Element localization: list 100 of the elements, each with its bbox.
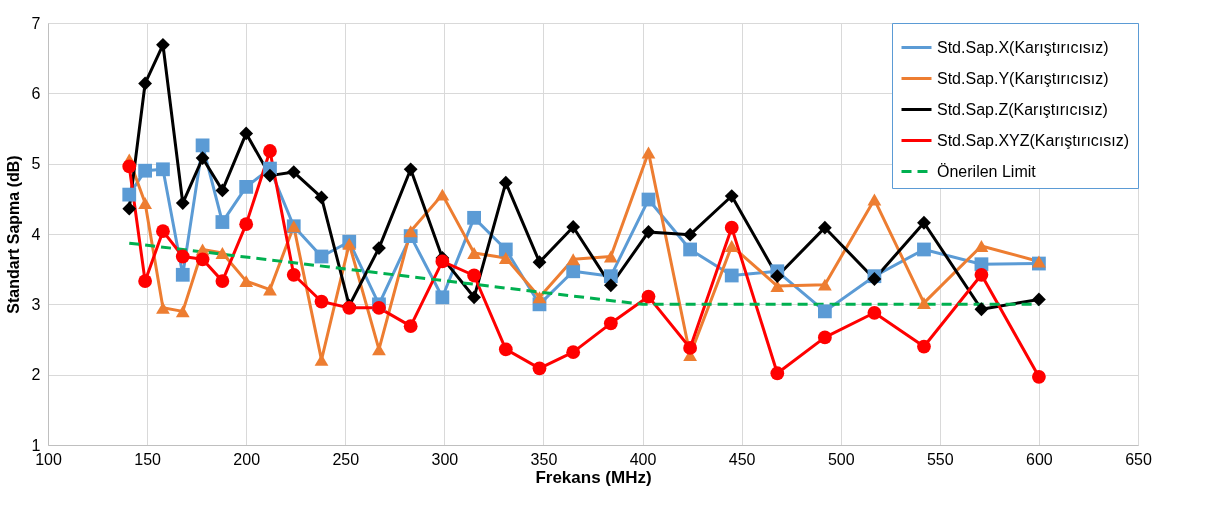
point [566, 220, 581, 234]
point [215, 274, 230, 288]
point [683, 341, 697, 355]
point [286, 267, 301, 282]
point [263, 168, 277, 183]
point [498, 242, 513, 257]
point [467, 210, 481, 225]
point [817, 304, 832, 319]
x-tick-label: 650 [1125, 450, 1152, 468]
x-tick-label: 450 [728, 450, 756, 468]
x-tick-label: 400 [629, 450, 657, 468]
point [467, 290, 481, 305]
point [974, 239, 989, 252]
point [817, 278, 832, 291]
point [1032, 292, 1046, 307]
point [867, 193, 882, 206]
x-tick-label: 300 [431, 450, 459, 468]
point [403, 319, 418, 334]
x-tick-label: 200 [233, 450, 261, 468]
legend-label: Std.Sap.Y(Karıştırıcısız) [937, 69, 1109, 87]
point [467, 268, 481, 283]
point [215, 247, 230, 259]
x-axis-title: Frekans (MHz) [535, 467, 652, 487]
point [175, 305, 190, 318]
point [156, 301, 170, 314]
point [603, 316, 618, 331]
point [603, 278, 618, 293]
x-tick-label: 150 [134, 450, 162, 468]
point [138, 197, 152, 210]
point [724, 189, 739, 203]
point [138, 163, 152, 178]
point [403, 162, 418, 177]
y-tick-label: 5 [31, 155, 41, 173]
legend-label: Std.Sap.X(Karıştırıcısız) [937, 38, 1109, 56]
point [641, 146, 656, 159]
point [603, 250, 618, 263]
point [532, 255, 547, 270]
point [817, 330, 832, 345]
point [867, 305, 882, 320]
point [566, 253, 581, 266]
point [532, 291, 547, 304]
point [435, 290, 450, 305]
point [156, 162, 170, 177]
point [239, 179, 254, 194]
point [215, 215, 230, 229]
x-tick-label: 500 [827, 450, 855, 468]
point [917, 296, 931, 309]
y-axis-title: Standart Sapma (dB) [4, 155, 22, 314]
point [175, 196, 190, 210]
legend-label: Önerilen Limit [937, 162, 1037, 180]
point [138, 76, 152, 91]
point [770, 280, 785, 293]
y-tick-label: 7 [31, 14, 41, 32]
point [239, 126, 254, 141]
y-tick-label: 2 [31, 366, 41, 384]
point [286, 165, 301, 179]
point [532, 361, 547, 376]
point [239, 275, 254, 288]
y-tick-label: 6 [31, 84, 41, 102]
point [156, 224, 170, 239]
point [1032, 369, 1046, 384]
point [641, 289, 656, 304]
x-tick-label: 350 [530, 450, 558, 468]
point [156, 37, 170, 52]
point [263, 144, 277, 158]
point [917, 215, 931, 230]
point [724, 239, 739, 252]
x-tick-label: 550 [926, 450, 954, 468]
point [917, 339, 931, 354]
point [724, 268, 739, 283]
point [974, 302, 989, 317]
point [917, 242, 931, 257]
point [435, 254, 450, 269]
point [314, 294, 329, 309]
point [138, 274, 152, 288]
point [974, 267, 989, 282]
x-tick-label: 600 [1026, 450, 1053, 468]
y-tick-label: 4 [31, 225, 41, 243]
point [498, 251, 513, 264]
point [683, 227, 697, 242]
point [566, 345, 581, 360]
point [239, 217, 254, 232]
point [817, 220, 832, 235]
y-tick-label: 3 [31, 295, 41, 313]
point [122, 187, 137, 202]
legend-label: Std.Sap.XYZ(Karıştırıcısız) [937, 131, 1130, 149]
point [683, 242, 697, 257]
point [724, 220, 739, 235]
point [770, 366, 785, 381]
point [195, 151, 210, 165]
point [498, 342, 513, 357]
legend-label: Std.Sap.Z(Karıştırıcısız) [937, 100, 1108, 118]
point [195, 138, 210, 153]
point [195, 252, 210, 267]
point [175, 249, 190, 264]
point [263, 283, 277, 296]
point [122, 201, 137, 216]
x-tick-label: 250 [332, 450, 360, 468]
point [498, 175, 513, 190]
point [770, 269, 785, 284]
